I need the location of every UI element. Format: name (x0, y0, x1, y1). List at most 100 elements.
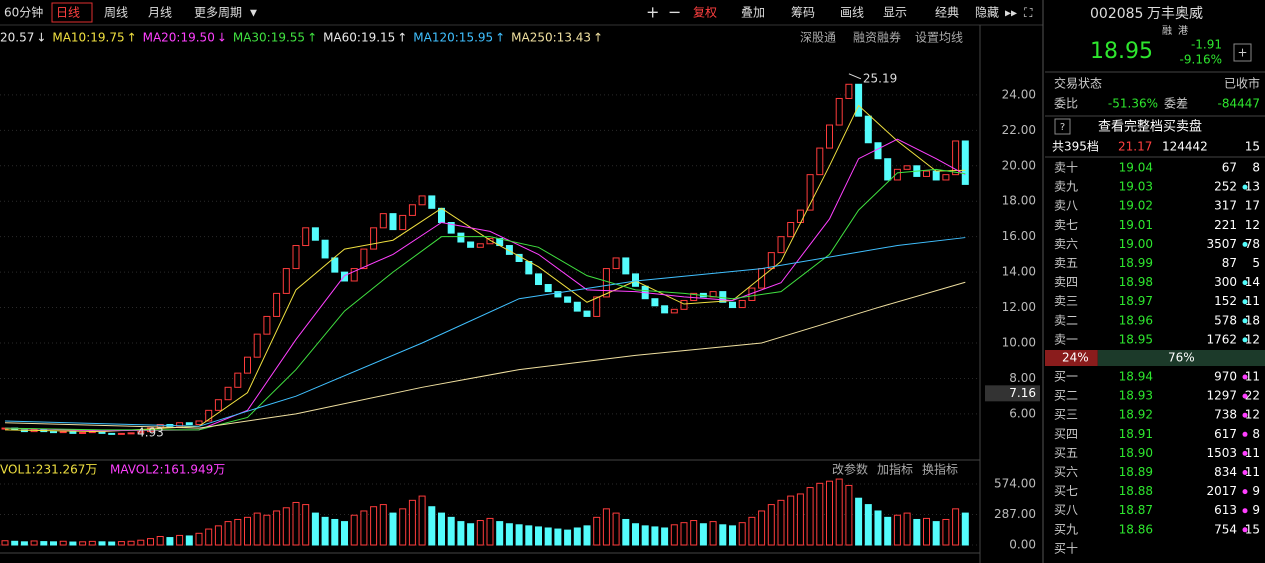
tab[interactable]: 更多周期 (194, 6, 242, 20)
candle (350, 268, 358, 282)
volume-bar (50, 541, 57, 546)
volume-bar (360, 510, 368, 546)
fullscreen[interactable]: ⛶ (1023, 6, 1033, 20)
candle (787, 222, 795, 238)
chart-link[interactable]: 深股通 (800, 31, 836, 45)
volume-bar (30, 540, 38, 546)
play[interactable]: ▸▸ (1005, 6, 1017, 20)
diff: -84447 (1217, 97, 1260, 111)
ma-arrow: ↑ (593, 31, 603, 45)
book-level: 买十 (1054, 541, 1078, 555)
volume-bar (486, 517, 494, 546)
dropdown: ▼ (250, 9, 257, 19)
volume-bar (554, 528, 562, 546)
tab[interactable]: 60分钟 (4, 5, 43, 20)
book-volume: 2017 (1206, 484, 1237, 498)
candle (632, 273, 639, 287)
toolbar-button[interactable]: 复权 (693, 6, 717, 20)
vol-button[interactable]: 改参数 (832, 462, 868, 477)
book-level: 买八 (1054, 503, 1078, 517)
book-count: 15 (1245, 522, 1260, 536)
toolbar-button[interactable]: 经典 (935, 6, 959, 20)
ma-line (4, 104, 966, 433)
candle (69, 431, 77, 434)
book-volume: 613 (1214, 503, 1237, 517)
vol-button[interactable]: 加指标 (877, 462, 913, 477)
book-volume: 221 (1214, 218, 1237, 232)
volume-bar (719, 524, 727, 546)
book-dot (1242, 337, 1248, 343)
vol-button[interactable]: 换指标 (922, 462, 958, 477)
volume-bar (699, 523, 707, 546)
candle (214, 399, 222, 411)
ratio-sell (1045, 350, 1098, 366)
candle (573, 301, 581, 312)
volume-bar (544, 527, 552, 546)
book-count: 22 (1245, 389, 1260, 403)
candle (932, 170, 940, 181)
book-price: 18.99 (1119, 256, 1153, 270)
candle (738, 299, 746, 309)
candle (816, 147, 824, 176)
book-count: 14 (1245, 275, 1260, 289)
toolbar-button[interactable]: 显示 (883, 6, 907, 20)
toolbar-button[interactable]: 筹码 (791, 6, 815, 20)
book-price: 18.86 (1119, 522, 1153, 536)
volume-bar (680, 522, 688, 546)
ma-label: MA120:15.95 (413, 31, 493, 45)
volume-bar (350, 514, 358, 546)
status-label: 交易状态 (1054, 76, 1102, 91)
candle (729, 301, 736, 309)
candle (428, 195, 436, 209)
volume-bar (806, 487, 814, 546)
candle (273, 292, 281, 317)
volume-bar (408, 499, 416, 546)
levels-price: 21.17 (1118, 140, 1152, 154)
volume-bar (961, 512, 969, 546)
tab[interactable]: 周线 (104, 6, 128, 20)
candle (59, 431, 67, 434)
add-button[interactable] (1233, 43, 1252, 62)
volume-bar (796, 493, 804, 546)
volume-bar (913, 518, 921, 546)
candle (544, 284, 552, 293)
full-book[interactable]: 查看完整档买卖盘 (1098, 119, 1202, 135)
candle (282, 268, 290, 294)
ratio-sell-label: 24% (1062, 351, 1089, 365)
chart-link[interactable]: 融资融券 (853, 30, 901, 45)
book-volume: 834 (1214, 465, 1237, 479)
book-volume: 970 (1214, 370, 1237, 384)
volume-bar (1, 540, 9, 546)
zoom-in[interactable]: + (646, 3, 659, 22)
tab[interactable]: 日线 (56, 6, 80, 20)
badge: 融 (1162, 25, 1172, 37)
volume-bar (263, 514, 271, 546)
book-level: 买六 (1054, 465, 1078, 479)
toolbar-button[interactable]: 画线 (840, 6, 864, 20)
volume-bar (767, 504, 775, 546)
volume-bar (147, 538, 154, 546)
candle (826, 124, 833, 149)
book-price: 18.89 (1119, 465, 1153, 479)
volume-bar (893, 514, 901, 546)
candle (952, 140, 960, 176)
candle (370, 227, 378, 250)
ma-label: 20.57 (0, 31, 34, 45)
y-tick-label: 6.00 (1009, 406, 1036, 420)
candle (602, 268, 610, 298)
toolbar-button[interactable]: 叠加 (741, 6, 765, 20)
volume-bar (515, 524, 523, 546)
ratio: -51.36% (1108, 97, 1158, 111)
book-price: 19.03 (1119, 180, 1153, 194)
zoom-out[interactable]: − (668, 3, 681, 22)
candle (806, 174, 814, 211)
chart-link[interactable]: 设置均线 (915, 31, 963, 45)
help-box[interactable] (1054, 118, 1071, 135)
volume-bar (88, 540, 96, 546)
tab[interactable]: 月线 (148, 6, 172, 20)
volume-bar (583, 525, 591, 546)
toolbar-button[interactable]: 隐藏 (975, 6, 999, 20)
levels: 共395档 (1052, 140, 1099, 154)
book-count: 9 (1252, 503, 1260, 517)
